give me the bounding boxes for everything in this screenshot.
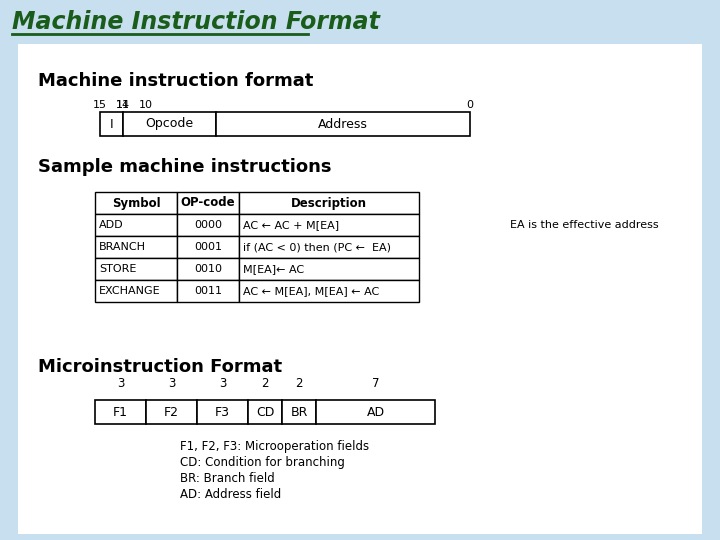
Bar (146, 400, 197, 424)
Bar (177, 192, 239, 214)
Bar (95, 280, 177, 302)
Bar (0, 0, 720, 42)
Bar (316, 400, 435, 424)
Text: M[EA]← AC: M[EA]← AC (243, 264, 304, 274)
Text: AC ← AC + M[EA]: AC ← AC + M[EA] (243, 220, 339, 230)
Bar (177, 258, 239, 280)
Text: 2: 2 (261, 377, 269, 390)
Text: Machine instruction format: Machine instruction format (38, 72, 313, 90)
Text: Sample machine instructions: Sample machine instructions (38, 158, 331, 176)
Bar (95, 192, 177, 214)
Text: CD: CD (256, 406, 274, 419)
Bar (177, 214, 239, 236)
Text: CD: Condition for branching: CD: Condition for branching (180, 456, 345, 469)
Text: F2: F2 (164, 406, 179, 419)
Text: 15: 15 (93, 100, 107, 110)
Text: EA is the effective address: EA is the effective address (510, 220, 659, 230)
Bar (197, 400, 248, 424)
Bar (95, 214, 177, 236)
Bar (123, 112, 215, 136)
Text: 14: 14 (116, 100, 130, 110)
Text: Machine Instruction Format: Machine Instruction Format (12, 10, 380, 34)
Text: AC ← M[EA], M[EA] ← AC: AC ← M[EA], M[EA] ← AC (243, 286, 379, 296)
Text: 11: 11 (116, 100, 130, 110)
Text: 0001: 0001 (194, 242, 222, 252)
Bar (215, 112, 470, 136)
Bar (239, 258, 419, 280)
Text: 2: 2 (295, 377, 302, 390)
Bar (95, 400, 146, 424)
Text: if (AC < 0) then (PC ←  EA): if (AC < 0) then (PC ← EA) (243, 242, 391, 252)
Bar (177, 280, 239, 302)
Text: F3: F3 (215, 406, 230, 419)
Bar (239, 280, 419, 302)
Bar (239, 192, 419, 214)
Text: 0: 0 (467, 100, 474, 110)
Text: EXCHANGE: EXCHANGE (99, 286, 161, 296)
Text: BR: BR (290, 406, 307, 419)
Text: 3: 3 (117, 377, 124, 390)
Bar (282, 400, 316, 424)
Bar (239, 236, 419, 258)
Text: Symbol: Symbol (112, 197, 161, 210)
Text: STORE: STORE (99, 264, 136, 274)
Text: OP-code: OP-code (181, 197, 235, 210)
Bar (239, 214, 419, 236)
Bar (95, 258, 177, 280)
Text: AD: AD (366, 406, 384, 419)
Text: BRANCH: BRANCH (99, 242, 146, 252)
Text: Description: Description (291, 197, 367, 210)
Text: 3: 3 (219, 377, 226, 390)
Text: AD: Address field: AD: Address field (180, 488, 282, 501)
Text: 3: 3 (168, 377, 175, 390)
Text: Address: Address (318, 118, 368, 131)
Text: F1, F2, F3: Microoperation fields: F1, F2, F3: Microoperation fields (180, 440, 369, 453)
Text: Opcode: Opcode (145, 118, 194, 131)
Text: 0000: 0000 (194, 220, 222, 230)
Text: 7: 7 (372, 377, 379, 390)
Text: F1: F1 (113, 406, 128, 419)
Text: Microinstruction Format: Microinstruction Format (38, 358, 282, 376)
Text: 0010: 0010 (194, 264, 222, 274)
Bar (248, 400, 282, 424)
Bar (177, 236, 239, 258)
Text: BR: Branch field: BR: Branch field (180, 472, 275, 485)
Text: I: I (109, 118, 113, 131)
Bar (100, 112, 123, 136)
Bar (95, 236, 177, 258)
Text: 0011: 0011 (194, 286, 222, 296)
Text: 10: 10 (139, 100, 153, 110)
Text: ADD: ADD (99, 220, 124, 230)
